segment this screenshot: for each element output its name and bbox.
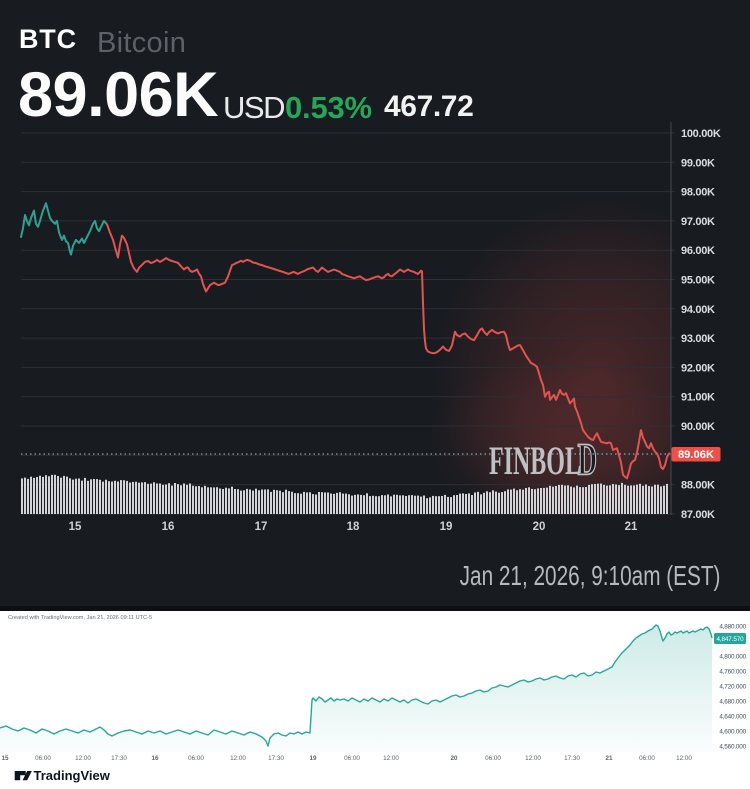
- svg-text:16: 16: [151, 755, 159, 762]
- svg-text:15: 15: [69, 521, 82, 533]
- svg-text:06:00: 06:00: [344, 755, 360, 762]
- svg-text:06:00: 06:00: [485, 755, 501, 762]
- svg-text:16: 16: [162, 521, 175, 533]
- svg-text:17:30: 17:30: [268, 755, 284, 762]
- svg-text:12:00: 12:00: [383, 755, 399, 762]
- svg-text:18: 18: [347, 521, 360, 533]
- svg-text:88.00K: 88.00K: [681, 480, 715, 492]
- svg-text:89.06K: 89.06K: [678, 449, 714, 461]
- svg-text:21: 21: [625, 521, 638, 533]
- svg-text:4,560.000: 4,560.000: [719, 744, 746, 751]
- svg-text:98.00K: 98.00K: [681, 187, 715, 199]
- svg-text:06:00: 06:00: [35, 755, 51, 762]
- svg-text:4,847.570: 4,847.570: [716, 636, 744, 643]
- svg-text:12:00: 12:00: [676, 755, 692, 762]
- svg-text:87.00K: 87.00K: [681, 509, 715, 521]
- svg-text:4,680.000: 4,680.000: [719, 699, 746, 706]
- svg-text:4,800.000: 4,800.000: [719, 654, 746, 661]
- svg-text:95.00K: 95.00K: [681, 275, 715, 287]
- svg-text:20: 20: [450, 755, 458, 762]
- svg-text:4,600.000: 4,600.000: [719, 729, 746, 736]
- svg-text:4,760.000: 4,760.000: [719, 669, 746, 676]
- svg-text:17: 17: [255, 521, 268, 533]
- svg-text:17:30: 17:30: [564, 755, 580, 762]
- svg-text:19: 19: [440, 521, 453, 533]
- svg-text:92.00K: 92.00K: [681, 362, 715, 374]
- svg-text:06:00: 06:00: [639, 755, 655, 762]
- svg-text:19: 19: [309, 755, 317, 762]
- svg-text:93.00K: 93.00K: [681, 333, 715, 345]
- svg-text:12:00: 12:00: [525, 755, 541, 762]
- svg-text:17:30: 17:30: [111, 755, 127, 762]
- svg-text:90.00K: 90.00K: [681, 421, 715, 433]
- svg-text:12:00: 12:00: [230, 755, 246, 762]
- svg-text:4,640.000: 4,640.000: [719, 714, 746, 721]
- svg-text:96.00K: 96.00K: [681, 245, 715, 257]
- svg-text:21: 21: [605, 755, 613, 762]
- svg-text:TradingView: TradingView: [34, 768, 111, 783]
- svg-text:100.00K: 100.00K: [681, 128, 721, 140]
- svg-text:91.00K: 91.00K: [681, 392, 715, 404]
- svg-text:97.00K: 97.00K: [681, 216, 715, 228]
- svg-text:20: 20: [533, 521, 546, 533]
- svg-text:06:00: 06:00: [188, 755, 204, 762]
- svg-text:99.00K: 99.00K: [681, 157, 715, 169]
- svg-text:12:00: 12:00: [75, 755, 91, 762]
- svg-text:4,720.000: 4,720.000: [719, 684, 746, 691]
- svg-text:15: 15: [1, 755, 9, 762]
- svg-text:D: D: [578, 436, 597, 486]
- svg-text:4,880.000: 4,880.000: [719, 624, 746, 631]
- svg-text:FINBOL: FINBOL: [489, 440, 581, 484]
- svg-text:94.00K: 94.00K: [681, 304, 715, 316]
